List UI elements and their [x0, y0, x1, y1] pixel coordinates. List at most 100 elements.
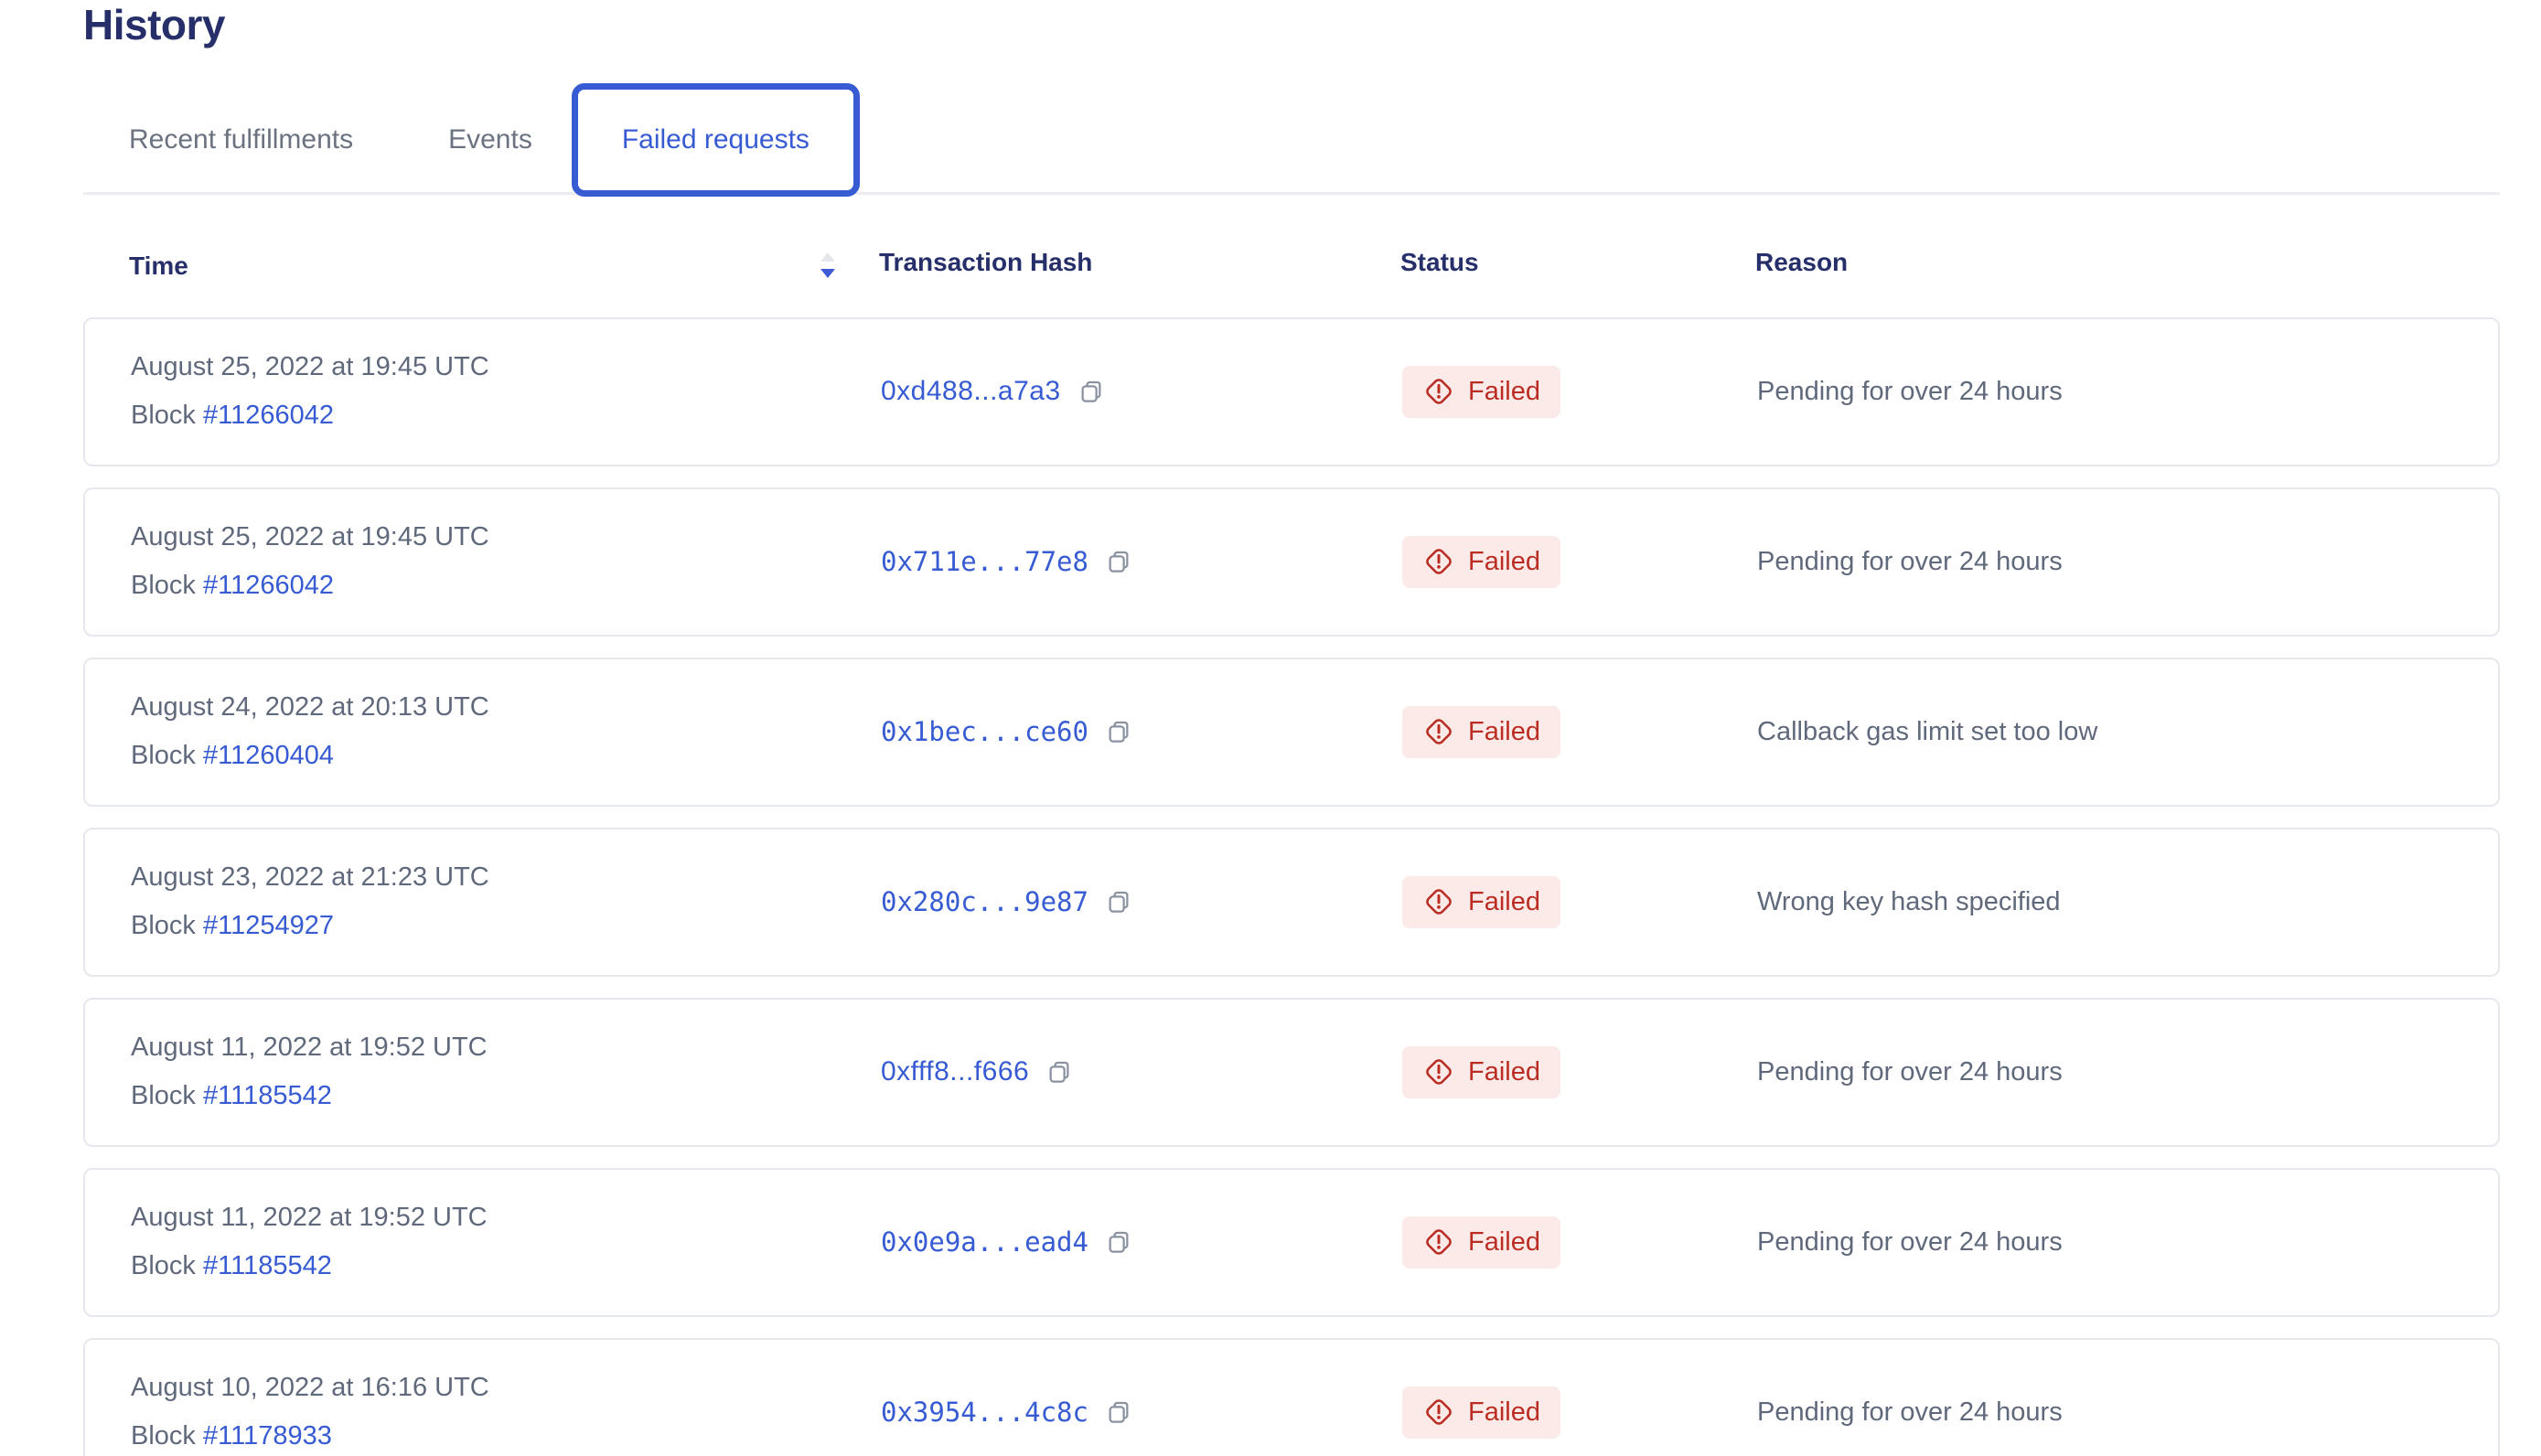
- tab-events[interactable]: Events: [448, 123, 532, 155]
- alert-diamond-icon: [1422, 1396, 1455, 1429]
- column-header-transaction-hash: Transaction Hash: [879, 247, 1093, 276]
- row-block-label: Block: [131, 1421, 203, 1451]
- cell-status: Failed: [1374, 1045, 1744, 1098]
- cell-reason: Pending for over 24 hours: [1757, 376, 2063, 406]
- table-row: August 23, 2022 at 21:23 UTC Block #1125…: [83, 827, 2500, 977]
- row-block-label: Block: [131, 911, 203, 941]
- cell-time: August 25, 2022 at 19:45 UTC Block #1126…: [85, 352, 862, 431]
- cell-transaction-hash: 0xfff8...f666: [862, 1056, 1374, 1087]
- row-block-label: Block: [131, 571, 203, 601]
- block-number-link[interactable]: #11266042: [202, 401, 334, 431]
- cell-status: Failed: [1374, 1386, 1744, 1439]
- copy-icon[interactable]: [1105, 718, 1132, 745]
- row-date: August 25, 2022 at 19:45 UTC: [131, 352, 489, 382]
- cell-reason: Pending for over 24 hours: [1757, 1397, 2063, 1427]
- cell-reason: Pending for over 24 hours: [1757, 1226, 2063, 1257]
- row-date: August 11, 2022 at 19:52 UTC: [131, 1203, 488, 1233]
- cell-reason: Pending for over 24 hours: [1757, 546, 2063, 576]
- row-block-label: Block: [131, 1081, 203, 1111]
- cell-reason: Pending for over 24 hours: [1757, 1056, 2063, 1087]
- table-row: August 24, 2022 at 20:13 UTC Block #1126…: [83, 657, 2500, 807]
- tab-failed-requests[interactable]: Failed requests: [571, 82, 860, 197]
- table-row: August 11, 2022 at 19:52 UTC Block #1118…: [83, 997, 2500, 1147]
- block-number-link[interactable]: #11260404: [202, 741, 334, 771]
- row-block-label: Block: [131, 1251, 203, 1281]
- row-date: August 11, 2022 at 19:52 UTC: [131, 1033, 488, 1063]
- status-badge: Failed: [1402, 875, 1560, 928]
- cell-time: August 25, 2022 at 19:45 UTC Block #1126…: [85, 522, 862, 601]
- copy-icon[interactable]: [1078, 378, 1105, 405]
- page-title: History: [83, 1, 225, 48]
- tab-recent-fulfillments[interactable]: Recent fulfillments: [129, 123, 354, 155]
- cell-time: August 24, 2022 at 20:13 UTC Block #1126…: [85, 692, 862, 771]
- status-label: Failed: [1468, 376, 1540, 406]
- status-label: Failed: [1468, 1056, 1540, 1087]
- row-block-label: Block: [131, 401, 203, 431]
- status-label: Failed: [1468, 1397, 1540, 1427]
- row-date: August 24, 2022 at 20:13 UTC: [131, 692, 489, 723]
- status-label: Failed: [1468, 546, 1540, 576]
- copy-icon[interactable]: [1105, 1228, 1132, 1256]
- row-block: Block #11185542: [131, 1081, 862, 1111]
- cell-time: August 23, 2022 at 21:23 UTC Block #1125…: [85, 862, 862, 941]
- transaction-hash-link[interactable]: 0xd488...a7a3: [881, 376, 1061, 407]
- copy-icon[interactable]: [1045, 1058, 1073, 1086]
- alert-diamond-icon: [1422, 545, 1455, 578]
- cell-time: August 10, 2022 at 16:16 UTC Block #1117…: [85, 1373, 862, 1451]
- cell-status: Failed: [1374, 1215, 1744, 1269]
- block-number-link[interactable]: #11266042: [202, 571, 334, 601]
- cell-status: Failed: [1374, 535, 1744, 588]
- alert-diamond-icon: [1422, 1226, 1455, 1258]
- column-header-time[interactable]: Time: [83, 248, 860, 284]
- block-number-link[interactable]: #11178933: [202, 1421, 332, 1451]
- block-number-link[interactable]: #11254927: [202, 911, 334, 941]
- cell-status: Failed: [1374, 705, 1744, 758]
- status-badge: Failed: [1402, 1386, 1560, 1439]
- sort-icon[interactable]: [816, 248, 840, 284]
- status-badge: Failed: [1402, 705, 1560, 758]
- column-header-time-label: Time: [129, 251, 188, 280]
- block-number-link[interactable]: #11185542: [202, 1251, 332, 1281]
- cell-time: August 11, 2022 at 19:52 UTC Block #1118…: [85, 1203, 862, 1281]
- history-tabs: Recent fulfillments Events Failed reques…: [83, 80, 2500, 200]
- transaction-hash-link[interactable]: 0xfff8...f666: [881, 1056, 1030, 1087]
- status-label: Failed: [1468, 716, 1540, 746]
- table-row: August 11, 2022 at 19:52 UTC Block #1118…: [83, 1167, 2500, 1317]
- status-label: Failed: [1468, 1226, 1540, 1257]
- row-date: August 23, 2022 at 21:23 UTC: [131, 862, 489, 893]
- status-badge: Failed: [1402, 1045, 1560, 1098]
- row-date: August 10, 2022 at 16:16 UTC: [131, 1373, 489, 1403]
- alert-diamond-icon: [1422, 375, 1455, 408]
- table-body: August 25, 2022 at 19:45 UTC Block #1126…: [83, 316, 2500, 1456]
- transaction-hash-link[interactable]: 0x280c...9e87: [881, 886, 1088, 918]
- copy-icon[interactable]: [1105, 548, 1132, 575]
- cell-status: Failed: [1374, 875, 1744, 928]
- row-block: Block #11260404: [131, 741, 862, 771]
- row-block: Block #11266042: [131, 401, 862, 431]
- cell-transaction-hash: 0x0e9a...ead4: [862, 1226, 1374, 1258]
- column-header-reason: Reason: [1755, 247, 1849, 276]
- cell-transaction-hash: 0xd488...a7a3: [862, 376, 1374, 407]
- transaction-hash-link[interactable]: 0x711e...77e8: [881, 546, 1088, 578]
- transaction-hash-link[interactable]: 0x0e9a...ead4: [881, 1226, 1088, 1258]
- alert-diamond-icon: [1422, 715, 1455, 748]
- row-date: August 25, 2022 at 19:45 UTC: [131, 522, 489, 552]
- transaction-hash-link[interactable]: 0x3954...4c8c: [881, 1397, 1088, 1429]
- table-header: Time Transaction Hash Status Reason: [83, 248, 2500, 284]
- copy-icon[interactable]: [1105, 1398, 1132, 1426]
- status-label: Failed: [1468, 886, 1540, 916]
- cell-transaction-hash: 0x280c...9e87: [862, 886, 1374, 917]
- copy-icon[interactable]: [1105, 888, 1132, 915]
- transaction-hash-link[interactable]: 0x1bec...ce60: [881, 716, 1088, 748]
- cell-status: Failed: [1374, 365, 1744, 418]
- alert-diamond-icon: [1422, 885, 1455, 918]
- block-number-link[interactable]: #11185542: [202, 1081, 332, 1111]
- row-block: Block #11254927: [131, 911, 862, 941]
- column-header-status: Status: [1400, 247, 1479, 276]
- history-section: History Recent fulfillments Events Faile…: [83, 2, 2500, 1456]
- row-block: Block #11266042: [131, 571, 862, 601]
- row-block-label: Block: [131, 741, 203, 771]
- status-badge: Failed: [1402, 535, 1560, 588]
- cell-time: August 11, 2022 at 19:52 UTC Block #1118…: [85, 1033, 862, 1111]
- table-row: August 10, 2022 at 16:16 UTC Block #1117…: [83, 1337, 2500, 1456]
